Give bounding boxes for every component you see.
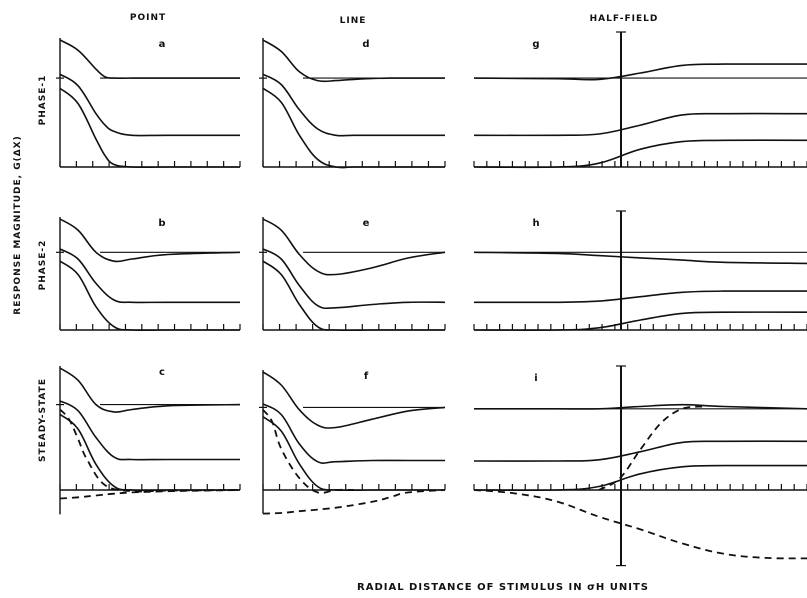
- curve-f-1: [262, 371, 446, 429]
- column-title-point: POINT: [130, 13, 166, 23]
- panel-label-i: i: [534, 373, 537, 384]
- curve-i-3: [473, 464, 807, 492]
- curve-a-3: [59, 87, 240, 169]
- panel-label-f: f: [364, 371, 369, 382]
- curve-g-2: [473, 112, 807, 137]
- dashed-curve-c-1: [59, 408, 241, 493]
- curve-a-1: [59, 39, 240, 79]
- curve-b-1: [59, 218, 241, 263]
- curve-e-1: [262, 218, 446, 276]
- panel-g: g: [473, 31, 807, 169]
- panel-i: i: [473, 365, 807, 567]
- panel-label-g: g: [532, 39, 539, 50]
- curve-d-2: [262, 73, 445, 137]
- curve-c-3: [59, 413, 240, 492]
- panel-label-h: h: [532, 218, 539, 229]
- curve-h-3: [473, 311, 807, 331]
- curve-b-2: [59, 248, 240, 304]
- row-title-phase-1: PHASE-1: [38, 75, 48, 126]
- curve-f-2: [262, 403, 445, 464]
- panel-label-a: a: [159, 39, 166, 50]
- curve-e-2: [262, 248, 446, 310]
- dashed-curve-f-2: [262, 489, 446, 515]
- curve-c-1: [59, 367, 241, 413]
- panel-f: f: [259, 370, 446, 515]
- curve-i-1: [474, 403, 807, 410]
- panel-h: h: [473, 210, 807, 331]
- panel-e: e: [259, 217, 446, 332]
- panel-a: a: [56, 38, 241, 169]
- column-title-half-field: HALF-FIELD: [590, 14, 659, 24]
- curve-h-1: [473, 251, 807, 265]
- panel-label-c: c: [159, 367, 165, 378]
- curve-e-3: [262, 260, 445, 332]
- curve-a-2: [59, 73, 240, 137]
- curve-g-1: [473, 63, 807, 81]
- x-axis-label: RADIAL DISTANCE OF STIMULUS IN σH UNITS: [357, 582, 649, 593]
- row-title-phase-2: PHASE-2: [38, 240, 48, 291]
- dashed-curve-i-2: [473, 489, 807, 560]
- curve-d-1: [262, 39, 446, 83]
- curve-i-2: [473, 440, 807, 462]
- dashed-curve-f-1: [262, 409, 355, 494]
- panel-label-e: e: [363, 218, 370, 229]
- y-axis-label: RESPONSE MAGNITUDE, G(ΔX): [13, 135, 23, 314]
- panel-d: d: [259, 38, 446, 169]
- panel-label-b: b: [158, 218, 165, 229]
- row-title-steady-state: STEADY-STATE: [38, 378, 48, 462]
- dashed-curve-i-1: [598, 405, 703, 491]
- curve-b-3: [59, 260, 240, 332]
- curve-h-2: [473, 290, 807, 304]
- panel-b: b: [56, 217, 241, 332]
- panels-group: a d g b e h c f i: [56, 31, 807, 567]
- panel-label-d: d: [362, 39, 369, 50]
- column-title-line: LINE: [340, 16, 367, 26]
- curve-g-3: [473, 139, 807, 169]
- curve-f-3: [262, 416, 445, 492]
- curve-d-3: [262, 87, 445, 169]
- dashed-curve-c-2: [59, 489, 241, 500]
- curve-c-2: [59, 400, 240, 461]
- panel-c: c: [56, 366, 241, 515]
